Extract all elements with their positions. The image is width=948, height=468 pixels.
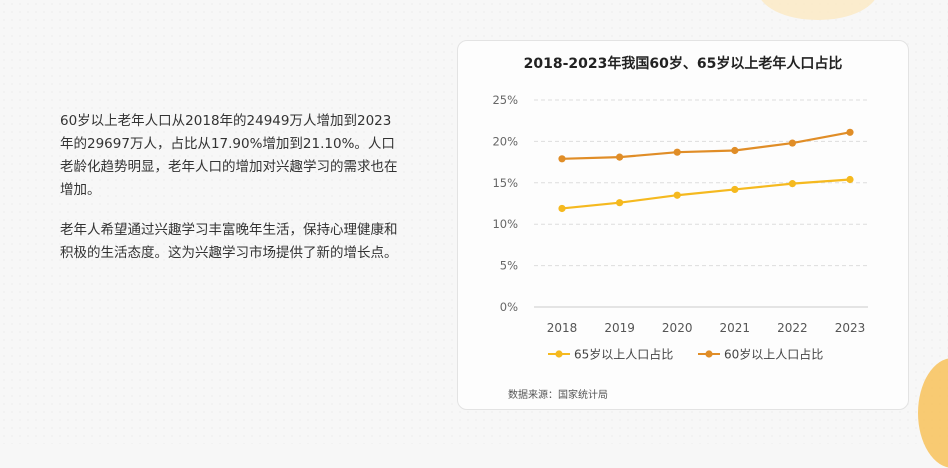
x-tick-label: 2022 [777, 321, 808, 335]
data-point [558, 155, 566, 163]
series-line [561, 131, 851, 160]
data-point [846, 175, 854, 184]
paragraph-population-growth: 60岁以上老年人口从2018年的24949万人增加到2023年的29697万人，… [60, 113, 398, 198]
data-point [788, 139, 796, 147]
legend-marker [705, 350, 713, 358]
legend-label: 60岁以上人口占比 [724, 347, 823, 362]
data-source: 数据来源：国家统计局 [508, 390, 608, 401]
data-point [673, 148, 681, 156]
x-tick-label: 2019 [604, 321, 635, 335]
decorative-shape-top [758, 0, 878, 20]
data-point [558, 204, 566, 213]
data-point [616, 153, 624, 161]
data-point [788, 180, 796, 188]
legend-label: 65岁以上人口占比 [574, 347, 673, 362]
chart-title: 2018-2023年我国60岁、65岁以上老年人口占比 [523, 56, 843, 72]
description-text: 60岁以上老年人口从2018年的24949万人增加到2023年的29697万人，… [60, 110, 400, 282]
y-tick-label: 0% [500, 300, 518, 314]
y-tick-label: 10% [492, 217, 518, 231]
paragraph-learning-demand: 老年人希望通过兴趣学习丰富晚年生活，保持心理健康和积极的生活态度。这为兴趣学习市… [60, 222, 398, 261]
data-point [731, 146, 739, 155]
data-point [846, 128, 854, 136]
y-tick-label: 5% [500, 259, 518, 273]
y-tick-label: 20% [492, 134, 518, 148]
x-tick-label: 2020 [662, 321, 693, 335]
legend-marker [555, 350, 563, 358]
data-point [673, 191, 681, 199]
series-line [561, 178, 851, 210]
data-point [616, 199, 624, 207]
y-tick-label: 15% [492, 176, 518, 190]
data-point [731, 185, 739, 194]
y-tick-label: 25% [492, 93, 518, 107]
line-chart: 0% 5% 10% 15% 20% 25% 2018 2019 2020 2021 2022 2023… [492, 93, 868, 362]
chart-card: 2018-2023年我国60岁、65岁以上老年人口占比 0% 5% 10% 15% 20… [457, 40, 909, 410]
x-tick-label: 2018 [547, 321, 578, 335]
x-tick-label: 2023 [835, 321, 866, 335]
x-tick-label: 2021 [720, 321, 751, 335]
